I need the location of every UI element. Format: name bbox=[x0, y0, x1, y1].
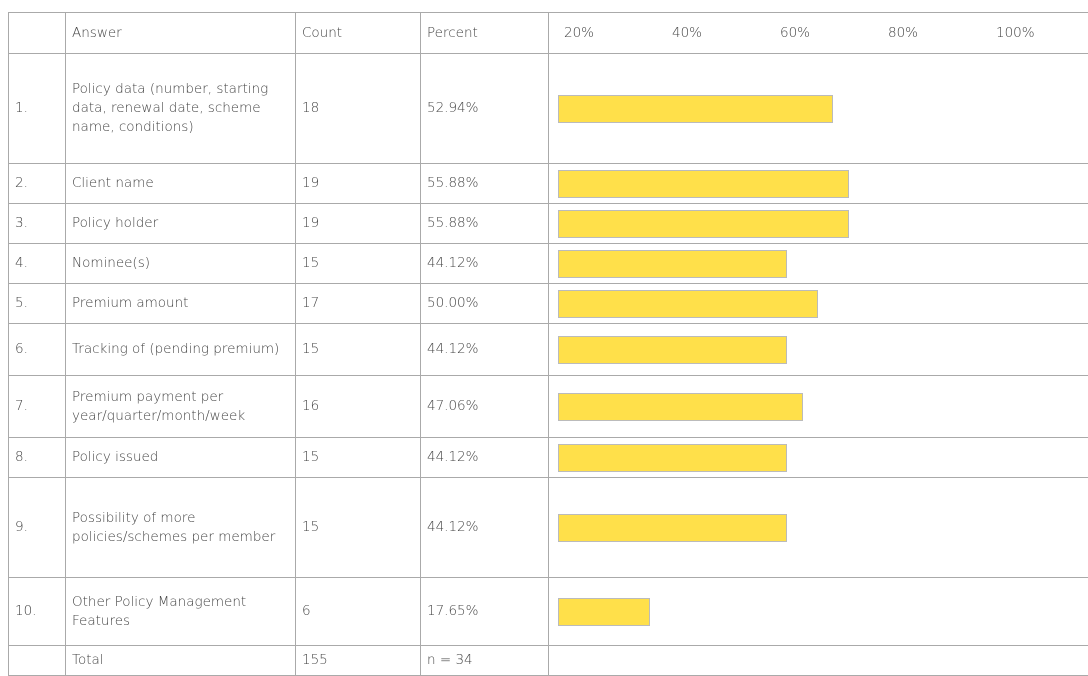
answer-text: Policy holder bbox=[66, 204, 296, 244]
total-n: n = 34 bbox=[421, 646, 549, 676]
total-count: 155 bbox=[296, 646, 421, 676]
axis-tick-label: 20% bbox=[564, 24, 594, 43]
header-index bbox=[9, 13, 66, 54]
answer-text: Other Policy Management Features bbox=[66, 578, 296, 646]
count: 19 bbox=[296, 204, 421, 244]
count: 15 bbox=[296, 244, 421, 284]
percent: 50.00% bbox=[421, 284, 549, 324]
percent: 55.88% bbox=[421, 204, 549, 244]
answer-text: Policy issued bbox=[66, 438, 296, 478]
count: 18 bbox=[296, 54, 421, 164]
axis-tick-label: 40% bbox=[672, 24, 702, 43]
total-index bbox=[9, 646, 66, 676]
percent: 17.65% bbox=[421, 578, 549, 646]
percent: 44.12% bbox=[421, 438, 549, 478]
bar-cell bbox=[549, 164, 1088, 204]
percent: 52.94% bbox=[421, 54, 549, 164]
table-body: Answer Count Percent 20% 40% 60% 80% 100% 1.… bbox=[9, 13, 1088, 676]
row-index: 8. bbox=[9, 438, 66, 478]
row-index: 3. bbox=[9, 204, 66, 244]
row-index: 6. bbox=[9, 324, 66, 376]
bar bbox=[558, 393, 803, 421]
results-table: Answer Count Percent 20% 40% 60% 80% 100% 1.… bbox=[8, 12, 1088, 676]
count: 15 bbox=[296, 438, 421, 478]
answer-text: Premium payment per year/quarter/month/w… bbox=[66, 376, 296, 438]
answer-row: 9.Possibility of more policies/schemes p… bbox=[9, 478, 1088, 578]
bar-cell bbox=[549, 324, 1088, 376]
count: 16 bbox=[296, 376, 421, 438]
row-index: 2. bbox=[9, 164, 66, 204]
bar bbox=[558, 210, 849, 238]
count: 6 bbox=[296, 578, 421, 646]
header-percent: Percent bbox=[421, 13, 549, 54]
row-index: 9. bbox=[9, 478, 66, 578]
header-axis: 20% 40% 60% 80% 100% bbox=[549, 13, 1088, 54]
bar bbox=[558, 290, 818, 318]
bar bbox=[558, 336, 787, 364]
percent: 47.06% bbox=[421, 376, 549, 438]
row-index: 7. bbox=[9, 376, 66, 438]
answer-text: Client name bbox=[66, 164, 296, 204]
row-index: 10. bbox=[9, 578, 66, 646]
bar bbox=[558, 598, 650, 626]
bar-cell bbox=[549, 478, 1088, 578]
answer-row: 7.Premium payment per year/quarter/month… bbox=[9, 376, 1088, 438]
axis-tick-label: 80% bbox=[888, 24, 918, 43]
header-count: Count bbox=[296, 13, 421, 54]
percent: 44.12% bbox=[421, 244, 549, 284]
row-index: 5. bbox=[9, 284, 66, 324]
bar bbox=[558, 250, 787, 278]
percent: 44.12% bbox=[421, 324, 549, 376]
count: 15 bbox=[296, 478, 421, 578]
axis-tick-label: 100% bbox=[996, 24, 1035, 43]
bar-cell bbox=[549, 438, 1088, 478]
row-index: 4. bbox=[9, 244, 66, 284]
bar-cell bbox=[549, 578, 1088, 646]
total-empty bbox=[549, 646, 1088, 676]
row-index: 1. bbox=[9, 54, 66, 164]
total-label: Total bbox=[66, 646, 296, 676]
answer-row: 1.Policy data (number, starting data, re… bbox=[9, 54, 1088, 164]
percent: 55.88% bbox=[421, 164, 549, 204]
count: 17 bbox=[296, 284, 421, 324]
bar-cell bbox=[549, 376, 1088, 438]
count: 15 bbox=[296, 324, 421, 376]
header-answer: Answer bbox=[66, 13, 296, 54]
count: 19 bbox=[296, 164, 421, 204]
header-row: Answer Count Percent 20% 40% 60% 80% 100% bbox=[9, 13, 1088, 54]
answer-text: Tracking of (pending premium) bbox=[66, 324, 296, 376]
bar-cell bbox=[549, 54, 1088, 164]
percent: 44.12% bbox=[421, 478, 549, 578]
bar bbox=[558, 170, 849, 198]
axis-tick-label: 60% bbox=[780, 24, 810, 43]
bar-cell bbox=[549, 284, 1088, 324]
answer-text: Possibility of more policies/schemes per… bbox=[66, 478, 296, 578]
answer-text: Premium amount bbox=[66, 284, 296, 324]
bar bbox=[558, 514, 787, 542]
answer-text: Nominee(s) bbox=[66, 244, 296, 284]
bar-cell bbox=[549, 244, 1088, 284]
bar bbox=[558, 444, 787, 472]
bar bbox=[558, 95, 833, 123]
bar-cell bbox=[549, 204, 1088, 244]
answer-text: Policy data (number, starting data, rene… bbox=[66, 54, 296, 164]
